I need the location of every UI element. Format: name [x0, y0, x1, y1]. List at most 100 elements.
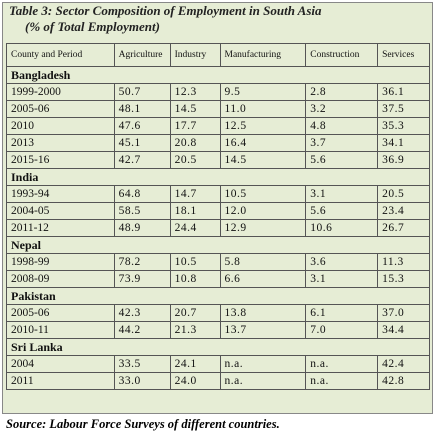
value-cell: n.a. [219, 355, 307, 373]
value-cell: 12.9 [219, 219, 307, 237]
data-row: 2011 33.0 24.0 n.a. n.a. 42.8 [6, 372, 430, 390]
value-cell: 36.9 [377, 151, 430, 169]
value-cell: 4.8 [305, 117, 379, 135]
period-cell: 2015-16 [6, 151, 115, 169]
value-cell: 17.7 [169, 117, 221, 135]
value-cell: 48.1 [113, 100, 171, 118]
value-cell: 5.8 [219, 253, 307, 271]
value-cell: 5.6 [305, 202, 379, 220]
value-cell: 6.6 [219, 270, 307, 288]
data-row: 2011-12 48.9 24.4 12.9 10.6 26.7 [6, 219, 430, 237]
group-row: India [6, 168, 430, 186]
column-header: County and Period [6, 43, 115, 67]
data-row: 2013 45.1 20.8 16.4 3.7 34.1 [6, 134, 430, 152]
value-cell: 33.0 [113, 372, 171, 390]
value-cell: 24.1 [169, 355, 221, 373]
value-cell: 7.0 [305, 321, 379, 339]
group-row: Pakistan [6, 287, 430, 305]
data-row: 1998-99 78.2 10.5 5.8 3.6 11.3 [6, 253, 430, 271]
period-cell: 2004-05 [6, 202, 115, 220]
value-cell: 26.7 [377, 219, 430, 237]
value-cell: 78.2 [113, 253, 171, 271]
group-row: Nepal [6, 236, 430, 254]
header-row: County and Period Agriculture Industry Manu… [6, 43, 430, 67]
value-cell: 58.5 [113, 202, 171, 220]
value-cell: 42.3 [113, 304, 171, 322]
period-cell: 2005-06 [6, 100, 115, 118]
value-cell: 3.1 [305, 185, 379, 203]
country-name: Sri Lanka [6, 338, 430, 356]
data-row: 1999-2000 50.7 12.3 9.5 2.8 36.1 [6, 83, 430, 101]
value-cell: 42.7 [113, 151, 171, 169]
group-row: Sri Lanka [6, 338, 430, 356]
column-header: Manufacturing [219, 43, 307, 67]
country-name: Pakistan [6, 287, 430, 305]
value-cell: 50.7 [113, 83, 171, 101]
data-row: 2010-11 44.2 21.3 13.7 7.0 34.4 [6, 321, 430, 339]
column-header: Industry [169, 43, 221, 67]
value-cell: 48.9 [113, 219, 171, 237]
value-cell: 14.5 [219, 151, 307, 169]
value-cell: 12.3 [169, 83, 221, 101]
period-cell: 2010-11 [6, 321, 115, 339]
value-cell: 10.6 [305, 219, 379, 237]
value-cell: n.a. [219, 372, 307, 390]
value-cell: 33.5 [113, 355, 171, 373]
data-row: 2005-06 48.1 14.5 11.0 3.2 37.5 [6, 100, 430, 118]
value-cell: 64.8 [113, 185, 171, 203]
value-cell: 47.6 [113, 117, 171, 135]
data-row: 2015-16 42.7 20.5 14.5 5.6 36.9 [6, 151, 430, 169]
value-cell: 9.5 [219, 83, 307, 101]
period-cell: 2011 [6, 372, 115, 390]
group-row: Bangladesh [6, 66, 430, 84]
value-cell: 5.6 [305, 151, 379, 169]
period-cell: 2013 [6, 134, 115, 152]
column-header: Construction [305, 43, 379, 67]
value-cell: 2.8 [305, 83, 379, 101]
value-cell: 12.5 [219, 117, 307, 135]
value-cell: 34.4 [377, 321, 430, 339]
table-title: Table 3: Sector Composition of Employmen… [9, 3, 322, 18]
column-header: Services [377, 43, 430, 67]
value-cell: 6.1 [305, 304, 379, 322]
value-cell: 37.0 [377, 304, 430, 322]
value-cell: 10.5 [219, 185, 307, 203]
country-name: Nepal [6, 236, 430, 254]
value-cell: 11.0 [219, 100, 307, 118]
table-subtitle: (% of Total Employment) [25, 19, 160, 34]
period-cell: 2010 [6, 117, 115, 135]
country-name: India [6, 168, 430, 186]
value-cell: 12.0 [219, 202, 307, 220]
data-row: 2010 47.6 17.7 12.5 4.8 35.3 [6, 117, 430, 135]
value-cell: n.a. [305, 355, 379, 373]
value-cell: 37.5 [377, 100, 430, 118]
value-cell: 20.8 [169, 134, 221, 152]
period-cell: 2005-06 [6, 304, 115, 322]
value-cell: 15.3 [377, 270, 430, 288]
value-cell: 20.5 [377, 185, 430, 203]
value-cell: 35.3 [377, 117, 430, 135]
value-cell: 24.0 [169, 372, 221, 390]
value-cell: n.a. [305, 372, 379, 390]
data-row: 2004 33.5 24.1 n.a. n.a. 42.4 [6, 355, 430, 373]
data-row: 1993-94 64.8 14.7 10.5 3.1 20.5 [6, 185, 430, 203]
data-row: 2004-05 58.5 18.1 12.0 5.6 23.4 [6, 202, 430, 220]
value-cell: 3.2 [305, 100, 379, 118]
value-cell: 20.7 [169, 304, 221, 322]
value-cell: 21.3 [169, 321, 221, 339]
table: County and Period Agriculture Industry Manu… [6, 43, 430, 390]
period-cell: 2004 [6, 355, 115, 373]
value-cell: 13.8 [219, 304, 307, 322]
period-cell: 2011-12 [6, 219, 115, 237]
value-cell: 42.8 [377, 372, 430, 390]
table-panel: Table 3: Sector Composition of Employmen… [2, 2, 433, 414]
value-cell: 3.7 [305, 134, 379, 152]
value-cell: 14.7 [169, 185, 221, 203]
value-cell: 11.3 [377, 253, 430, 271]
value-cell: 16.4 [219, 134, 307, 152]
period-cell: 1998-99 [6, 253, 115, 271]
value-cell: 24.4 [169, 219, 221, 237]
period-cell: 2008-09 [6, 270, 115, 288]
value-cell: 36.1 [377, 83, 430, 101]
data-row: 2008-09 73.9 10.8 6.6 3.1 15.3 [6, 270, 430, 288]
